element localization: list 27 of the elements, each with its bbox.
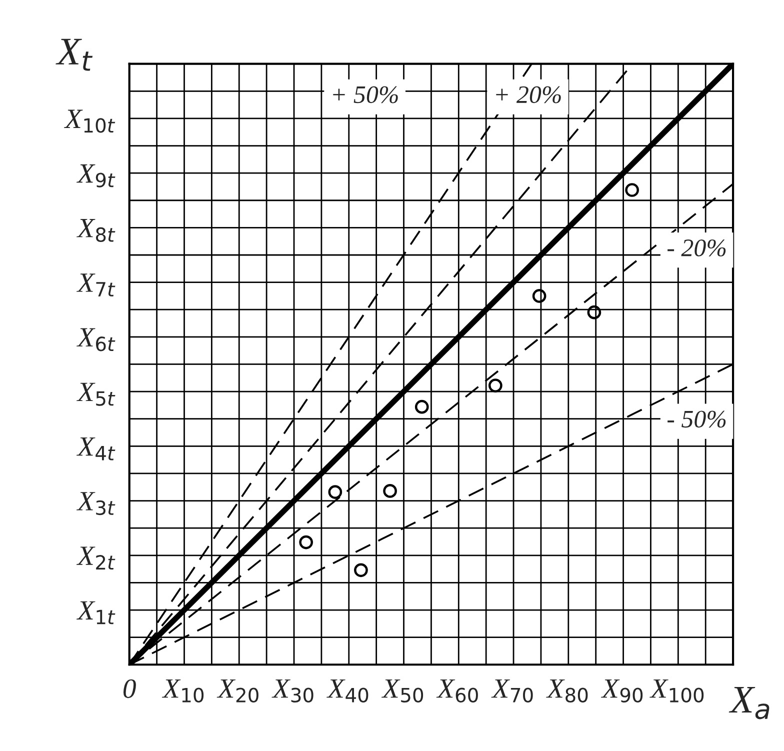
- x-tick-label: 0: [123, 679, 136, 698]
- annotation: - 20%: [668, 239, 726, 256]
- y-tick-label: X$_{10t}$: [64, 110, 116, 133]
- y-tick-label: X$_{1t}$: [76, 601, 116, 624]
- x-axis-title: X$_{a}$: [728, 686, 770, 720]
- x-tick-label: X$_{10}$: [162, 679, 204, 702]
- x-tick-label: X$_{30}$: [272, 679, 314, 702]
- y-tick-label: X$_{9t}$: [76, 164, 116, 188]
- x-tick-label: X$_{60}$: [436, 679, 478, 702]
- y-tick-label: X$_{3t}$: [76, 492, 116, 516]
- x-tick-label: X$_{100}$: [650, 679, 704, 702]
- y-tick-label: X$_{6t}$: [76, 328, 116, 352]
- y-axis-title: X$_{t}$: [56, 38, 93, 71]
- x-tick-label: X$_{50}$: [381, 679, 424, 702]
- y-tick-label: X$_{4t}$: [76, 437, 116, 460]
- x-tick-label: X$_{80}$: [546, 679, 588, 702]
- y-tick-label: X$_{7t}$: [76, 274, 116, 296]
- x-tick-label: X$_{40}$: [326, 679, 368, 702]
- annotation: + 50%: [333, 86, 398, 104]
- x-tick-label: X$_{20}$: [216, 679, 258, 702]
- annotation: + 20%: [496, 86, 561, 104]
- x-tick-label: X$_{90}$: [600, 679, 643, 702]
- annotation: - 50%: [668, 410, 726, 428]
- y-tick-label: X$_{5t}$: [76, 382, 116, 406]
- x-tick-label: X$_{70}$: [491, 679, 533, 702]
- y-tick-label: X$_{2t}$: [76, 546, 116, 570]
- y-tick-label: X$_{8t}$: [76, 218, 116, 242]
